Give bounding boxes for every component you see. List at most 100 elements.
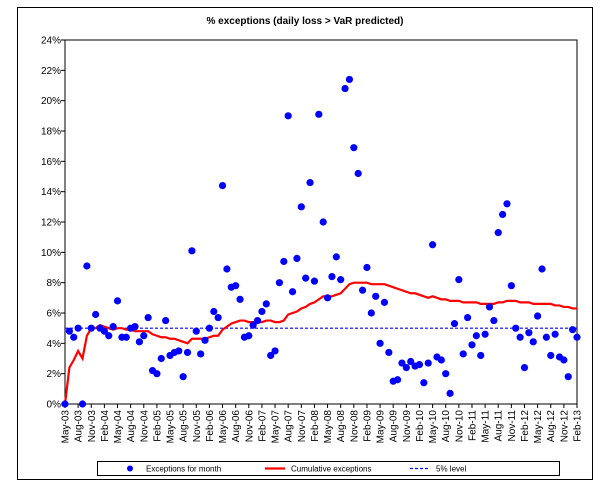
monthly-point: [179, 373, 187, 381]
monthly-point: [376, 339, 384, 347]
monthly-point: [218, 182, 227, 190]
legend-box: [97, 461, 560, 476]
monthly-point: [358, 286, 367, 294]
monthly-point: [437, 356, 445, 364]
x-tick-label: Aug-04: [126, 410, 137, 443]
monthly-point: [253, 316, 262, 325]
monthly-point: [223, 265, 231, 273]
monthly-point: [332, 253, 340, 261]
monthly-point: [494, 229, 502, 237]
x-tick-label: Aug-03: [74, 410, 85, 443]
monthly-point: [367, 309, 375, 317]
monthly-point: [490, 316, 498, 325]
monthly-point: [267, 351, 275, 360]
x-tick-label: Nov-09: [402, 410, 413, 443]
monthly-point: [499, 210, 507, 219]
monthly-point: [529, 338, 537, 346]
x-tick-label: May-12: [533, 410, 544, 444]
monthly-point: [197, 350, 205, 358]
monthly-point: [380, 298, 389, 306]
monthly-point: [92, 310, 100, 319]
chart-frame: [17, 7, 593, 480]
monthly-point: [262, 300, 270, 308]
monthly-point: [520, 364, 529, 372]
x-tick-label: Nov-08: [349, 410, 360, 443]
monthly-point: [551, 330, 559, 338]
monthly-point: [538, 265, 546, 273]
monthly-point: [468, 341, 476, 349]
x-tick-label: Aug-08: [336, 410, 347, 443]
x-tick-label: Feb-13: [573, 410, 584, 442]
x-tick-label: May-06: [218, 410, 229, 444]
x-tick-label: Feb-08: [310, 410, 321, 442]
legend-label: Exceptions for month: [146, 465, 221, 474]
monthly-point: [525, 329, 533, 337]
monthly-point: [288, 288, 297, 296]
x-tick-label: Nov-11: [507, 410, 518, 442]
monthly-point: [534, 312, 542, 320]
x-tick-label: May-08: [323, 410, 334, 444]
y-tick-label: 22%: [41, 66, 61, 77]
monthly-point: [275, 279, 284, 287]
monthly-point: [455, 276, 463, 284]
y-tick-label: 8%: [47, 278, 62, 289]
x-tick-label: Feb-04: [100, 410, 111, 442]
monthly-point: [280, 257, 288, 266]
legend-label: 5% level: [436, 465, 466, 474]
x-tick-label: May-10: [428, 410, 439, 444]
x-tick-label: Aug-09: [389, 410, 400, 443]
y-tick-label: 16%: [41, 157, 61, 168]
monthly-point: [512, 324, 520, 332]
monthly-point: [415, 360, 424, 369]
monthly-point: [328, 273, 336, 281]
monthly-point: [547, 351, 555, 360]
legend-label: Cumulative exceptions: [291, 465, 371, 474]
monthly-point: [573, 333, 581, 341]
monthly-point: [319, 218, 327, 226]
x-tick-label: Aug-07: [284, 410, 295, 443]
monthly-point: [459, 350, 467, 358]
monthly-point: [407, 357, 415, 366]
monthly-point: [175, 347, 183, 355]
monthly-point: [420, 379, 428, 387]
monthly-point: [472, 332, 480, 340]
monthly-point: [477, 351, 485, 360]
x-tick-label: Nov-04: [139, 410, 150, 443]
monthly-point: [144, 313, 152, 322]
monthly-point: [131, 323, 139, 331]
x-tick-label: Aug-11: [494, 410, 505, 442]
monthly-point: [463, 313, 472, 322]
monthly-point: [188, 247, 196, 255]
x-tick-label: Aug-05: [179, 410, 190, 443]
x-tick-label: Feb-10: [415, 410, 426, 442]
x-tick-label: Nov-05: [192, 410, 203, 443]
monthly-point: [385, 348, 393, 357]
monthly-point: [507, 282, 515, 290]
x-tick-label: Nov-07: [297, 410, 308, 443]
monthly-point: [210, 307, 218, 316]
x-tick-label: Nov-03: [87, 410, 98, 443]
monthly-point: [350, 144, 358, 152]
monthly-point: [183, 348, 192, 357]
monthly-point: [302, 274, 310, 282]
x-tick-label: Feb-11: [467, 410, 478, 441]
x-tick-label: May-05: [166, 410, 177, 444]
y-tick-label: 10%: [41, 248, 61, 259]
y-tick-label: 12%: [41, 218, 61, 229]
monthly-point: [503, 200, 511, 208]
monthly-point: [542, 333, 550, 341]
monthly-point: [310, 277, 319, 285]
monthly-point: [109, 323, 117, 331]
monthly-point: [442, 370, 450, 378]
x-tick-label: Aug-10: [441, 410, 452, 443]
chart-title: % exceptions (daily loss > VaR predicted…: [206, 16, 403, 27]
monthly-point: [393, 376, 402, 384]
monthly-point: [306, 178, 314, 187]
x-tick-label: Nov-06: [244, 410, 255, 443]
monthly-point: [337, 276, 345, 284]
monthly-point: [122, 333, 130, 341]
monthly-point: [100, 327, 108, 335]
monthly-point: [345, 75, 354, 84]
monthly-point: [135, 338, 143, 346]
monthly-point: [87, 324, 95, 332]
